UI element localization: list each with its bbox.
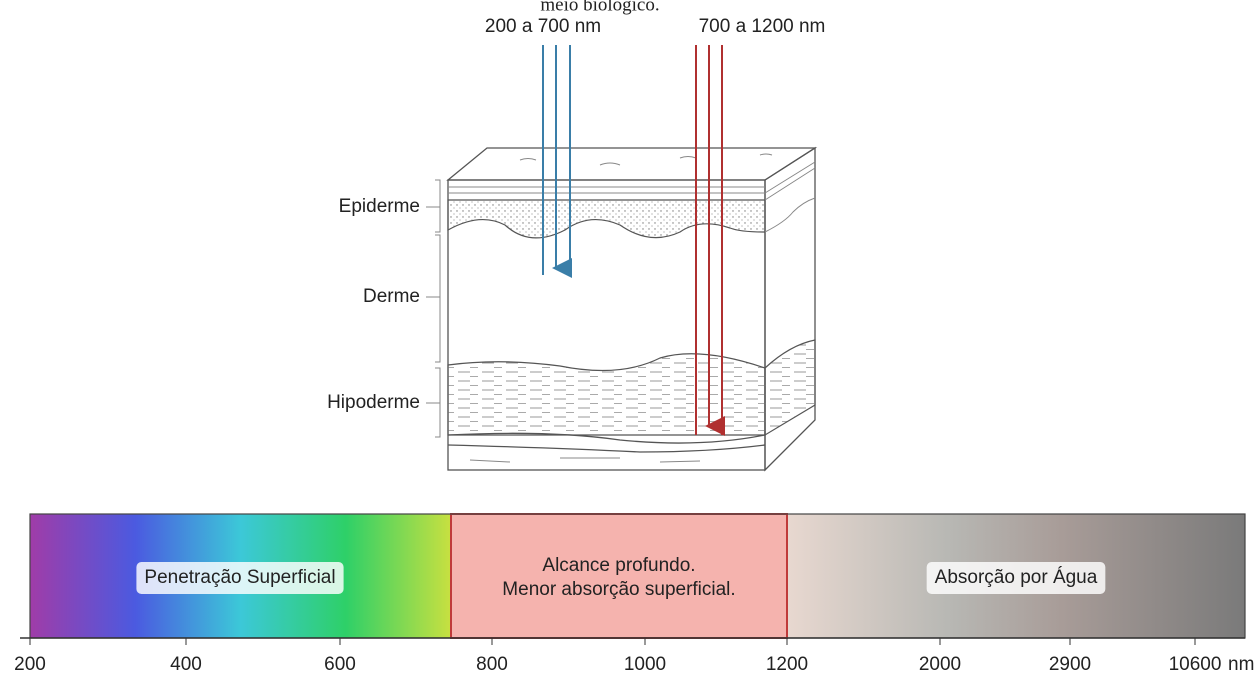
label-box [926,562,1106,594]
layer-label: Hipoderme [327,392,420,413]
tick-label: 1000 [624,654,666,675]
region-label: Penetração Superficial [136,562,344,594]
region-text: Penetração Superficial [144,567,335,588]
caption: meio biológico. [540,0,659,15]
tick-label: 400 [170,654,202,675]
region-text: Absorção por Água [935,567,1098,588]
skin-block [446,146,818,472]
unit-label: nm [1228,654,1254,675]
layer-label: Derme [363,286,420,307]
beam-label: 700 a 1200 nm [699,16,826,37]
tick-label: 10600 [1169,654,1222,675]
tick-label: 2000 [919,654,961,675]
brackets [426,179,441,438]
region-label: Alcance profundo. Menor absorção superfic… [502,555,735,600]
tick-label: 200 [14,654,46,675]
tick-label: 2900 [1049,654,1091,675]
label-box [136,562,344,594]
region-text: Alcance profundo. [542,555,695,576]
tick-label: 1200 [766,654,808,675]
region-label: Absorção por Água [926,562,1106,594]
blue-beam [542,45,572,278]
beam-label: 200 a 700 nm [485,16,601,37]
red-beam [695,45,725,436]
layer-label: Epiderme [339,196,420,217]
tick-label: 800 [476,654,508,675]
tick-label: 600 [324,654,356,675]
region-text: Menor absorção superficial. [502,579,735,600]
